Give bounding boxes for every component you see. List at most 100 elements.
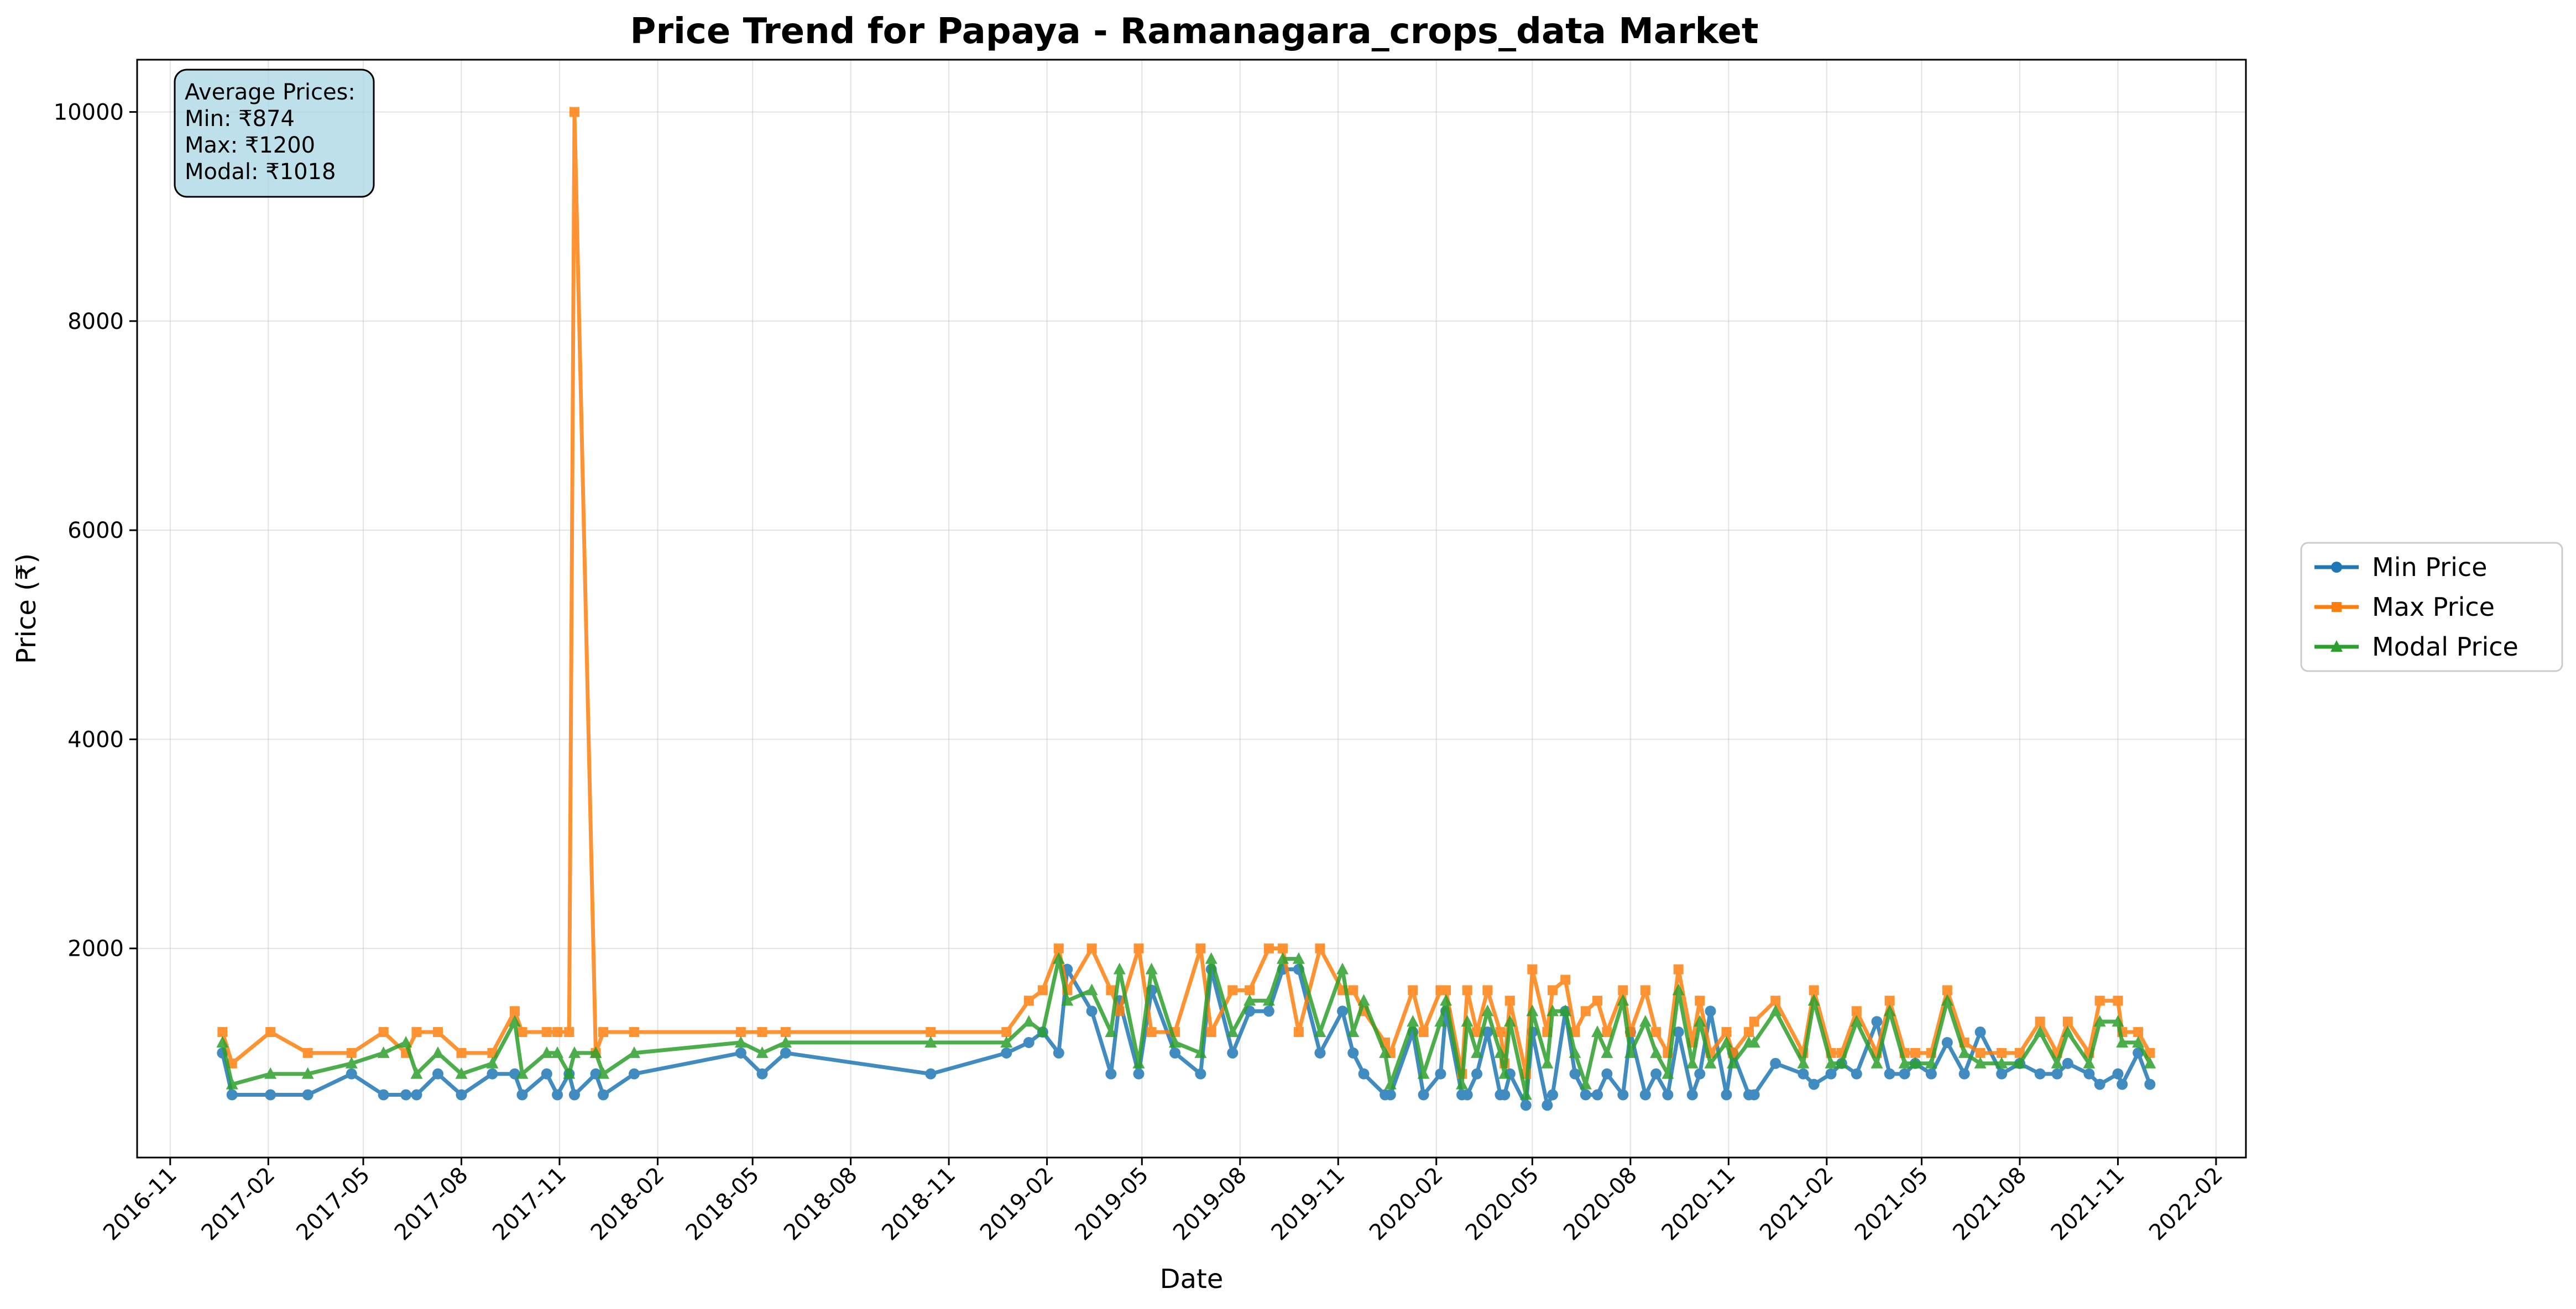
data-point xyxy=(1520,1099,1532,1111)
data-point xyxy=(1721,1027,1732,1038)
data-point xyxy=(378,1089,389,1101)
data-point xyxy=(216,1035,229,1048)
data-point xyxy=(1925,1068,1937,1080)
data-point xyxy=(629,1027,640,1038)
data-point xyxy=(1542,1099,1553,1111)
data-point xyxy=(1651,1027,1661,1038)
data-point xyxy=(1941,1036,1953,1048)
data-point xyxy=(1037,985,1048,996)
data-point xyxy=(2144,1056,2156,1069)
data-point xyxy=(1169,1047,1181,1059)
legend-label: Max Price xyxy=(2372,592,2495,622)
data-point xyxy=(265,1027,276,1038)
data-point xyxy=(1835,1056,1848,1069)
data-point xyxy=(1526,1004,1539,1017)
data-point xyxy=(2144,1078,2156,1090)
data-point xyxy=(1909,1056,1921,1069)
data-point xyxy=(400,1089,412,1101)
data-point xyxy=(1462,985,1472,996)
data-point xyxy=(1808,1078,1820,1090)
data-point xyxy=(1727,1056,1739,1069)
data-point xyxy=(517,1027,527,1038)
data-point xyxy=(346,1048,357,1058)
data-point xyxy=(1384,1077,1397,1090)
data-point xyxy=(2133,1027,2144,1038)
data-point xyxy=(1292,952,1305,964)
data-point xyxy=(2112,1068,2124,1080)
data-point xyxy=(1440,994,1452,1006)
data-point xyxy=(2034,1068,2046,1080)
data-point xyxy=(2113,996,2123,1006)
data-point xyxy=(1194,1046,1207,1058)
data-point xyxy=(217,1027,228,1038)
data-point xyxy=(516,1089,528,1101)
data-point xyxy=(1347,1025,1360,1038)
data-point xyxy=(1798,1068,1809,1080)
data-point xyxy=(1105,1068,1117,1080)
data-point xyxy=(1602,1027,1612,1038)
data-point xyxy=(1482,985,1493,996)
data-point xyxy=(568,1089,580,1101)
data-point xyxy=(302,1089,313,1101)
data-point xyxy=(1695,996,1705,1006)
data-point xyxy=(1548,985,1558,996)
data-point xyxy=(1133,943,1144,954)
data-point xyxy=(1673,964,1684,975)
data-point xyxy=(2093,1015,2106,1027)
data-point xyxy=(264,1067,277,1079)
data-point xyxy=(551,1046,564,1058)
series-modal-price xyxy=(216,952,2156,1100)
data-point xyxy=(629,1068,640,1080)
data-point xyxy=(2051,1068,2063,1080)
data-point xyxy=(1206,1027,1216,1038)
data-point xyxy=(780,1027,791,1038)
data-point xyxy=(1519,1088,1532,1100)
data-point xyxy=(1495,1027,1506,1038)
data-point xyxy=(301,1067,314,1079)
data-point xyxy=(1769,1004,1782,1017)
data-point xyxy=(1899,1068,1910,1080)
data-point xyxy=(1569,1046,1581,1058)
data-point xyxy=(1418,1089,1429,1101)
data-point xyxy=(1336,962,1349,975)
data-point xyxy=(1807,994,1820,1006)
data-point xyxy=(1851,1068,1862,1080)
data-point xyxy=(1721,1089,1732,1101)
data-point xyxy=(541,1027,552,1038)
series-min-price xyxy=(217,964,2156,1111)
data-point xyxy=(1884,1068,1895,1080)
data-point xyxy=(432,1046,445,1058)
data-point xyxy=(2094,1078,2105,1090)
data-point xyxy=(509,1006,520,1017)
data-point xyxy=(2061,1025,2074,1038)
data-point xyxy=(1617,1089,1629,1101)
data-point xyxy=(1227,1047,1239,1059)
data-point xyxy=(1720,1035,1733,1048)
data-point xyxy=(1958,1046,1971,1058)
data-point xyxy=(1996,1068,2008,1080)
data-point xyxy=(1105,1025,1117,1038)
data-point xyxy=(1022,1015,1035,1027)
data-point xyxy=(541,1068,552,1080)
data-point xyxy=(757,1027,767,1038)
data-point xyxy=(1314,1047,1326,1059)
data-point xyxy=(597,1067,610,1079)
legend-marker xyxy=(2332,602,2342,612)
data-point xyxy=(378,1027,389,1038)
data-point xyxy=(1694,1015,1706,1027)
data-point xyxy=(552,1089,563,1101)
data-point xyxy=(2083,1068,2095,1080)
data-point xyxy=(1686,1056,1699,1069)
data-point xyxy=(1052,952,1065,964)
data-point xyxy=(1146,1027,1157,1038)
data-point xyxy=(1743,1027,1754,1038)
data-point xyxy=(1547,1089,1559,1101)
data-point xyxy=(1592,996,1603,1006)
data-point xyxy=(1770,996,1781,1006)
legend: Min Price Max Price Modal Price xyxy=(2300,542,2563,672)
data-point xyxy=(265,1089,276,1101)
data-point xyxy=(1498,1067,1511,1079)
y-tick-label: 6000 xyxy=(67,518,124,543)
data-point xyxy=(1639,1089,1651,1101)
data-point xyxy=(1686,1089,1698,1101)
